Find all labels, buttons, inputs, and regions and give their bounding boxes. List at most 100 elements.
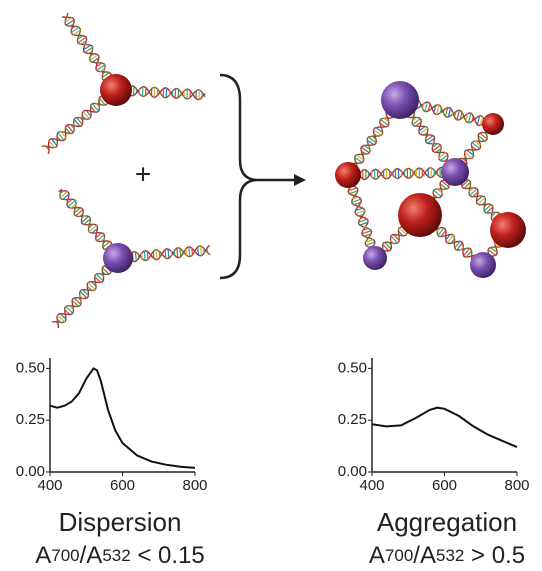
dna-base-pair bbox=[355, 207, 364, 212]
dna-base-pair bbox=[48, 144, 51, 148]
dna-base-pair bbox=[437, 227, 445, 236]
dna-base-pair bbox=[75, 117, 83, 125]
dna-base-pair bbox=[81, 114, 87, 120]
dna-base-pair bbox=[90, 281, 97, 287]
y-tick-label: 0.25 bbox=[338, 411, 367, 428]
dna-base-pair bbox=[95, 62, 103, 68]
dna-base-pair bbox=[66, 198, 69, 200]
y-tick-label: 0.00 bbox=[338, 463, 367, 480]
dna-base-pair bbox=[436, 188, 443, 194]
dna-base-pair bbox=[186, 88, 189, 100]
nanoparticle bbox=[470, 252, 496, 278]
dna-base-pair bbox=[77, 36, 87, 44]
x-tick-label: 600 bbox=[110, 477, 135, 494]
dna-base-pair bbox=[444, 107, 449, 117]
dna-base-pair bbox=[99, 67, 106, 73]
ratio-label: A700/A532 < 0.15 bbox=[35, 542, 205, 569]
dna-base-pair bbox=[200, 245, 203, 256]
dna-base-pair bbox=[70, 124, 75, 130]
dna-base-pair bbox=[435, 147, 442, 153]
dna-base-pair bbox=[440, 230, 447, 238]
dna-base-pair bbox=[354, 156, 363, 164]
dna-base-pair bbox=[70, 203, 77, 209]
dna-base-pair bbox=[494, 242, 501, 248]
dna-base-pair bbox=[188, 246, 191, 257]
dna-base-pair bbox=[88, 224, 98, 233]
dna-backbone bbox=[56, 257, 120, 329]
dna-base-pair bbox=[98, 102, 102, 106]
x-tick-label: 600 bbox=[432, 477, 457, 494]
dna-base-pair bbox=[432, 193, 439, 199]
dna-base-pair bbox=[469, 188, 478, 196]
dna-base-pair bbox=[427, 137, 435, 144]
x-tick-label: 800 bbox=[182, 477, 207, 494]
dna-base-pair bbox=[45, 145, 50, 151]
dna-base-pair bbox=[86, 289, 89, 292]
plus-sign: + bbox=[135, 158, 151, 189]
dna-base-pair bbox=[470, 149, 474, 152]
ratio-part: 532 bbox=[102, 546, 130, 565]
dna-base-pair bbox=[454, 240, 461, 249]
dna-base-pair bbox=[75, 209, 84, 217]
y-tick-label: 0.50 bbox=[16, 359, 45, 376]
dna-base-pair bbox=[64, 309, 71, 315]
dna-base-pair bbox=[443, 158, 448, 162]
dna-base-pair bbox=[68, 305, 74, 311]
dna-base-pair bbox=[439, 183, 447, 190]
dna-base-pair bbox=[89, 54, 99, 61]
dna-base-pair bbox=[483, 132, 488, 136]
dna-base-pair bbox=[95, 232, 103, 239]
dna-backbone bbox=[347, 174, 376, 259]
dna-base-pair bbox=[456, 242, 464, 251]
dna-base-pair bbox=[134, 251, 137, 262]
dna-base-pair bbox=[453, 241, 457, 244]
dna-base-pair bbox=[176, 247, 179, 258]
nanoparticles bbox=[100, 74, 526, 278]
dna-base-pair bbox=[431, 143, 438, 148]
dna-base-pair bbox=[102, 267, 110, 275]
dna-base-pair bbox=[360, 146, 370, 154]
dna-base-pair bbox=[102, 71, 106, 74]
dna-base-pair bbox=[365, 241, 376, 246]
dna-base-pair bbox=[397, 230, 404, 237]
dna-base-pair bbox=[362, 227, 369, 231]
dna-base-pair bbox=[66, 124, 74, 133]
dna-base-pair bbox=[59, 190, 68, 199]
dna-base-pair bbox=[382, 244, 390, 252]
dna-base-pair bbox=[101, 71, 110, 79]
dna-base-pair bbox=[367, 136, 377, 144]
dna-base-pair bbox=[87, 282, 96, 290]
dna-base-pair bbox=[348, 187, 358, 192]
dna-base-pair bbox=[483, 203, 488, 208]
dna-base-pair bbox=[464, 156, 469, 160]
dna-base-pair bbox=[411, 115, 415, 119]
dna-base-pair bbox=[71, 25, 76, 30]
dna-base-pair bbox=[351, 198, 362, 203]
dna-base-pair bbox=[383, 117, 390, 123]
dna-base-pair bbox=[425, 135, 434, 142]
dna-base-pair bbox=[366, 139, 375, 146]
dna-base-pair bbox=[64, 17, 73, 23]
dna-base-pair bbox=[412, 118, 421, 126]
dna-base-pair bbox=[174, 88, 177, 99]
dna-base-pair bbox=[463, 181, 471, 189]
dna-base-pair bbox=[353, 194, 356, 197]
nanoparticle bbox=[335, 162, 361, 188]
dna-base-pair bbox=[198, 89, 200, 100]
dna-base-pair bbox=[462, 248, 467, 253]
dna-base-pair bbox=[158, 251, 161, 258]
dna-base-pair bbox=[57, 314, 66, 323]
dna-base-pair bbox=[81, 215, 86, 219]
dna-base-pair bbox=[73, 207, 81, 214]
dna-base-pair bbox=[94, 276, 102, 283]
nanoparticle bbox=[490, 212, 526, 248]
dna-base-pair bbox=[82, 110, 90, 120]
dna-base-pair bbox=[87, 222, 91, 226]
dna-base-pair bbox=[102, 240, 111, 248]
dna-base-pair bbox=[446, 234, 454, 244]
dna-base-pair bbox=[450, 238, 456, 244]
dna-base-pair bbox=[363, 233, 372, 237]
dna-base-pair bbox=[431, 142, 435, 145]
nanoparticle bbox=[100, 74, 132, 106]
dna-base-pair bbox=[77, 297, 82, 301]
